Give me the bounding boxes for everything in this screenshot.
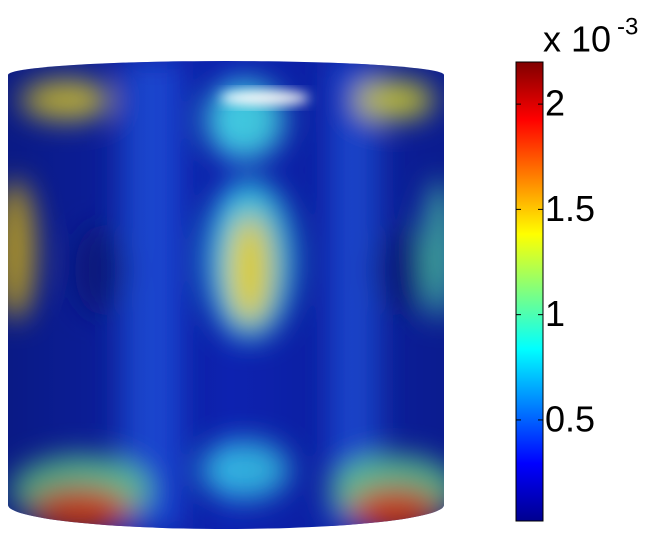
cylinder-surface — [8, 61, 444, 529]
colorbar-tick-label: 2 — [545, 83, 565, 124]
colorbar-tick-label: 1.5 — [545, 188, 595, 229]
colorbar-exponent: -3 — [617, 13, 638, 40]
colorbar-tick-label: 1 — [545, 293, 565, 334]
colorbar-tick-label: 0.5 — [545, 398, 595, 439]
colorbar-multiplier: x 10 — [543, 19, 611, 60]
colorbar — [515, 61, 544, 522]
